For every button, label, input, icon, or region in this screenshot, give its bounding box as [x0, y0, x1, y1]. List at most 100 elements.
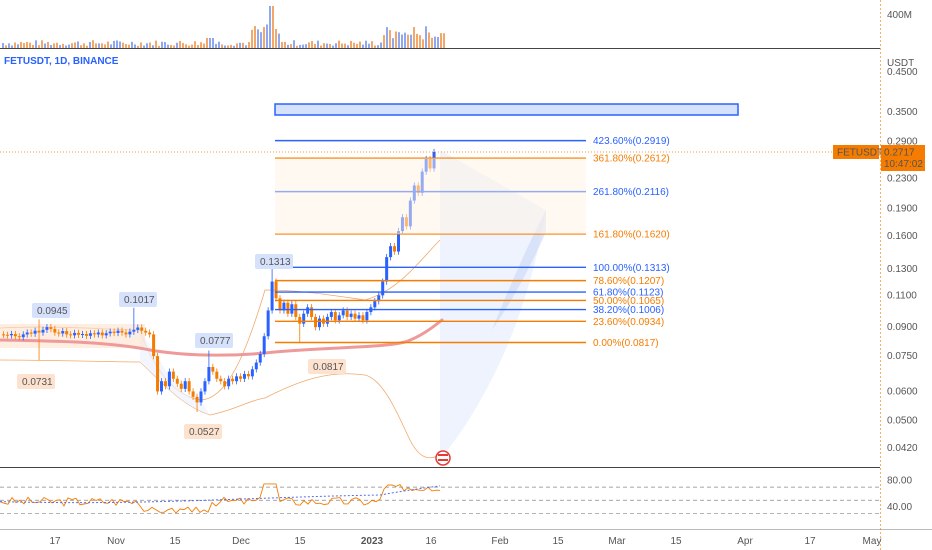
- volume-bar: [299, 44, 301, 48]
- us-flag-stripe: [438, 459, 448, 461]
- bollinger-lower: [0, 359, 441, 459]
- volume-bar: [170, 44, 172, 48]
- pivot-label-box: [255, 254, 293, 269]
- volume-bar: [212, 38, 214, 48]
- time-tick-label: 15: [552, 536, 564, 547]
- volume-bar: [185, 44, 187, 48]
- volume-bar: [398, 32, 400, 48]
- volume-bar: [146, 43, 148, 48]
- candle-body: [29, 332, 33, 334]
- volume-bar: [242, 42, 244, 48]
- candle-body: [306, 307, 310, 314]
- volume-bar: [296, 45, 298, 48]
- price-tick-label: 0.2300: [887, 173, 918, 184]
- candle-body: [33, 330, 37, 334]
- volume-bar: [5, 45, 7, 48]
- volume-bar: [194, 41, 196, 48]
- volume-bar: [32, 44, 34, 48]
- candle-body: [349, 313, 353, 317]
- fib-level-label: 38.20%(0.1006): [593, 305, 664, 316]
- volume-bar: [314, 43, 316, 48]
- candle-body: [124, 332, 128, 335]
- candle-body: [152, 334, 156, 357]
- volume-bar: [377, 45, 379, 48]
- volume-bar: [140, 42, 142, 48]
- volume-bar: [419, 35, 421, 48]
- pivot-label: 0.1017: [124, 295, 155, 306]
- volume-bar: [341, 43, 343, 48]
- candle-body: [112, 331, 116, 333]
- volume-bar: [134, 44, 136, 48]
- candle-body: [258, 353, 262, 363]
- candle-body: [53, 328, 57, 333]
- price-tick-label: 0.0420: [887, 443, 918, 454]
- candle-body: [223, 381, 227, 387]
- candle-body: [73, 332, 77, 336]
- volume-bar: [122, 42, 124, 48]
- volume-bar: [416, 33, 418, 48]
- pivot-label-box: [308, 359, 346, 374]
- time-tick-label: 15: [670, 536, 682, 547]
- candle-body: [160, 381, 163, 392]
- candle-body: [144, 330, 148, 333]
- candle-body: [13, 334, 17, 337]
- candle-body: [211, 367, 215, 372]
- volume-bar: [266, 24, 268, 48]
- volume-bar: [263, 27, 265, 48]
- volume-bar: [131, 41, 133, 48]
- candle-body: [314, 316, 318, 328]
- candle-body: [325, 316, 329, 324]
- price-tick-label: 0.4500: [887, 67, 918, 78]
- time-tick-label: Mar: [608, 536, 626, 547]
- price-tick-label: 0.3500: [887, 107, 918, 118]
- candle-body: [318, 318, 321, 328]
- time-tick-label: Dec: [232, 536, 250, 547]
- candle-body: [274, 281, 278, 299]
- volume-bar: [101, 43, 103, 48]
- volume-bar: [386, 27, 388, 48]
- volume-bar: [335, 43, 337, 48]
- price-axis-currency: USDT: [887, 58, 914, 69]
- volume-bar: [35, 40, 37, 48]
- candle-body: [235, 376, 239, 382]
- volume-bar: [422, 39, 424, 48]
- pivot-label-box: [195, 333, 233, 348]
- volume-bar: [305, 44, 307, 48]
- volume-bar: [323, 43, 325, 48]
- volume-bar: [221, 44, 223, 48]
- volume-bar: [56, 42, 58, 48]
- candle-body: [88, 333, 92, 336]
- candle-body: [219, 378, 223, 382]
- candle-body: [377, 295, 381, 302]
- volume-bar: [95, 43, 97, 48]
- candle-body: [227, 378, 231, 387]
- volume-bar: [227, 45, 229, 48]
- volume-bar: [329, 44, 331, 48]
- volume-bar: [143, 45, 145, 48]
- volume-bar: [269, 6, 271, 48]
- bollinger-upper: [0, 239, 441, 401]
- time-tick-label: 16: [425, 536, 437, 547]
- volume-bar: [281, 42, 283, 48]
- current-symbol-label: FETUSDT: [837, 147, 883, 158]
- volume-bar: [203, 43, 205, 48]
- volume-bar: [257, 29, 259, 48]
- candle-body: [231, 378, 235, 382]
- rsi-tick-label: 80.00: [887, 476, 912, 487]
- volume-bar: [77, 41, 79, 48]
- candle-body: [163, 381, 167, 387]
- volume-bar: [62, 43, 64, 48]
- candle-body: [262, 336, 266, 354]
- volume-bar: [368, 43, 370, 48]
- volume-bar: [287, 44, 289, 48]
- price-tick-label: 0.0750: [887, 351, 918, 362]
- pivot-labels: 0.0945 0.1017 0.0777 0.1313 0.0731 0.0527 0.08…: [17, 254, 346, 439]
- candle-body: [199, 391, 203, 403]
- pivot-label: 0.0777: [200, 336, 231, 347]
- volume-bar: [11, 45, 13, 48]
- candle-body: [120, 330, 124, 333]
- price-tick-label: 0.1600: [887, 231, 918, 242]
- volume-bar: [404, 32, 406, 48]
- volume-bar: [179, 40, 181, 48]
